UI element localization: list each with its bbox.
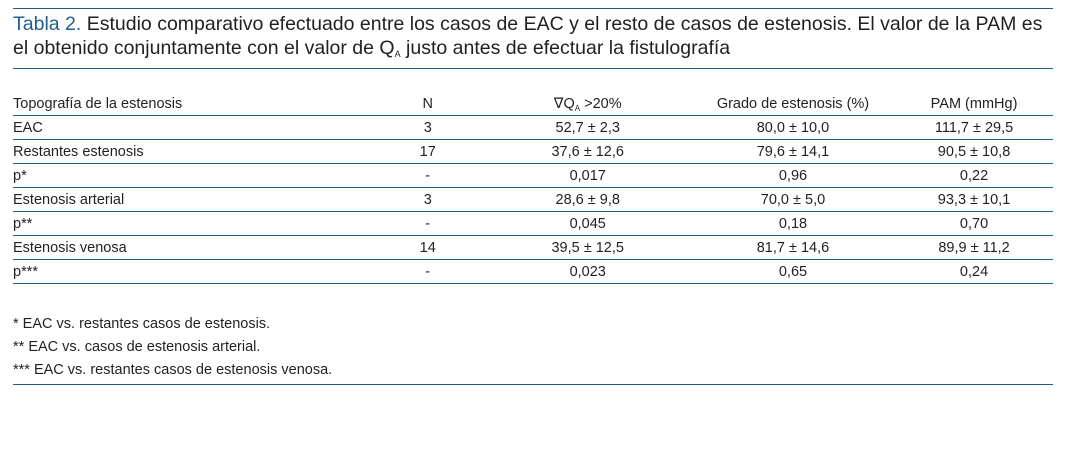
row-label: Estenosis arterial <box>13 187 371 212</box>
cell-n: 3 <box>370 187 485 212</box>
caption-subscript: A <box>394 49 401 59</box>
row-label: p*** <box>13 259 371 284</box>
cell-q: 0,023 <box>484 259 691 284</box>
cell-grado: 0,18 <box>690 211 896 236</box>
table-row: Estenosis venosa 14 39,5 ± 12,5 81,7 ± 1… <box>13 235 1053 260</box>
cell-n: 14 <box>370 235 485 260</box>
table-row: Estenosis arterial 3 28,6 ± 9,8 70,0 ± 5… <box>13 187 1053 212</box>
table-row: Restantes estenosis 17 37,6 ± 12,6 79,6 … <box>13 139 1053 164</box>
header-q-suffix: >20% <box>580 95 622 112</box>
row-label: Restantes estenosis <box>13 139 371 164</box>
table-row: EAC 3 52,7 ± 2,3 80,0 ± 10,0 111,7 ± 29,… <box>13 115 1053 140</box>
cell-q: 28,6 ± 9,8 <box>484 187 691 212</box>
cell-q: 0,017 <box>484 163 691 188</box>
header-q-prefix: ∇Q <box>553 95 575 112</box>
table-row: p* - 0,017 0,96 0,22 <box>13 163 1053 188</box>
header-grado: Grado de estenosis (%) <box>690 92 896 116</box>
cell-pam: 0,24 <box>895 259 1053 284</box>
cell-n: 17 <box>370 139 485 164</box>
row-label: p* <box>13 163 371 188</box>
cell-pam: 93,3 ± 10,1 <box>895 187 1053 212</box>
footnote: *** EAC vs. restantes casos de estenosis… <box>13 362 333 378</box>
cell-grado: 0,65 <box>690 259 896 284</box>
cell-grado: 81,7 ± 14,6 <box>690 235 896 260</box>
row-label: EAC <box>13 115 371 140</box>
cell-pam: 0,70 <box>895 211 1053 236</box>
cell-pam: 90,5 ± 10,8 <box>895 139 1053 164</box>
cell-pam: 111,7 ± 29,5 <box>895 115 1053 140</box>
cell-q: 0,045 <box>484 211 691 236</box>
cell-q: 37,6 ± 12,6 <box>484 139 691 164</box>
header-q-sub: A <box>574 103 581 113</box>
cell-n: - <box>370 211 485 236</box>
table-footnotes: * EAC vs. restantes casos de estenosis. … <box>13 313 332 382</box>
caption-label: Tabla 2. <box>13 13 82 35</box>
cell-grado: 80,0 ± 10,0 <box>690 115 896 140</box>
caption-text-1: Estudio comparativo efectuado entre los … <box>13 13 1043 59</box>
top-rule <box>13 8 1053 9</box>
footnote: * EAC vs. restantes casos de estenosis. <box>13 316 271 332</box>
table-row: p*** - 0,023 0,65 0,24 <box>13 259 1053 284</box>
cell-grado: 70,0 ± 5,0 <box>690 187 896 212</box>
caption-text-2: justo antes de efectuar la fistulografía <box>400 37 731 59</box>
table-caption: Tabla 2. Estudio comparativo efectuado e… <box>13 12 1053 60</box>
cell-grado: 0,96 <box>690 163 896 188</box>
row-label: p** <box>13 211 371 236</box>
table-row: p** - 0,045 0,18 0,70 <box>13 211 1053 236</box>
bottom-rule <box>13 384 1053 385</box>
cell-n: - <box>370 259 485 284</box>
cell-n: - <box>370 163 485 188</box>
header-n: N <box>370 92 485 116</box>
footnote: ** EAC vs. casos de estenosis arterial. <box>13 339 261 355</box>
data-table: Topografía de la estenosis N ∇QA >20% Gr… <box>13 92 1053 284</box>
header-row: Topografía de la estenosis N ∇QA >20% Gr… <box>13 92 1053 116</box>
header-q: ∇QA >20% <box>484 92 691 116</box>
header-pam: PAM (mmHg) <box>895 92 1053 116</box>
caption-rule <box>13 68 1053 69</box>
cell-grado: 79,6 ± 14,1 <box>690 139 896 164</box>
cell-q: 52,7 ± 2,3 <box>484 115 691 140</box>
header-topografia: Topografía de la estenosis <box>13 92 371 116</box>
cell-pam: 0,22 <box>895 163 1053 188</box>
cell-n: 3 <box>370 115 485 140</box>
cell-pam: 89,9 ± 11,2 <box>895 235 1053 260</box>
row-label: Estenosis venosa <box>13 235 371 260</box>
cell-q: 39,5 ± 12,5 <box>484 235 691 260</box>
